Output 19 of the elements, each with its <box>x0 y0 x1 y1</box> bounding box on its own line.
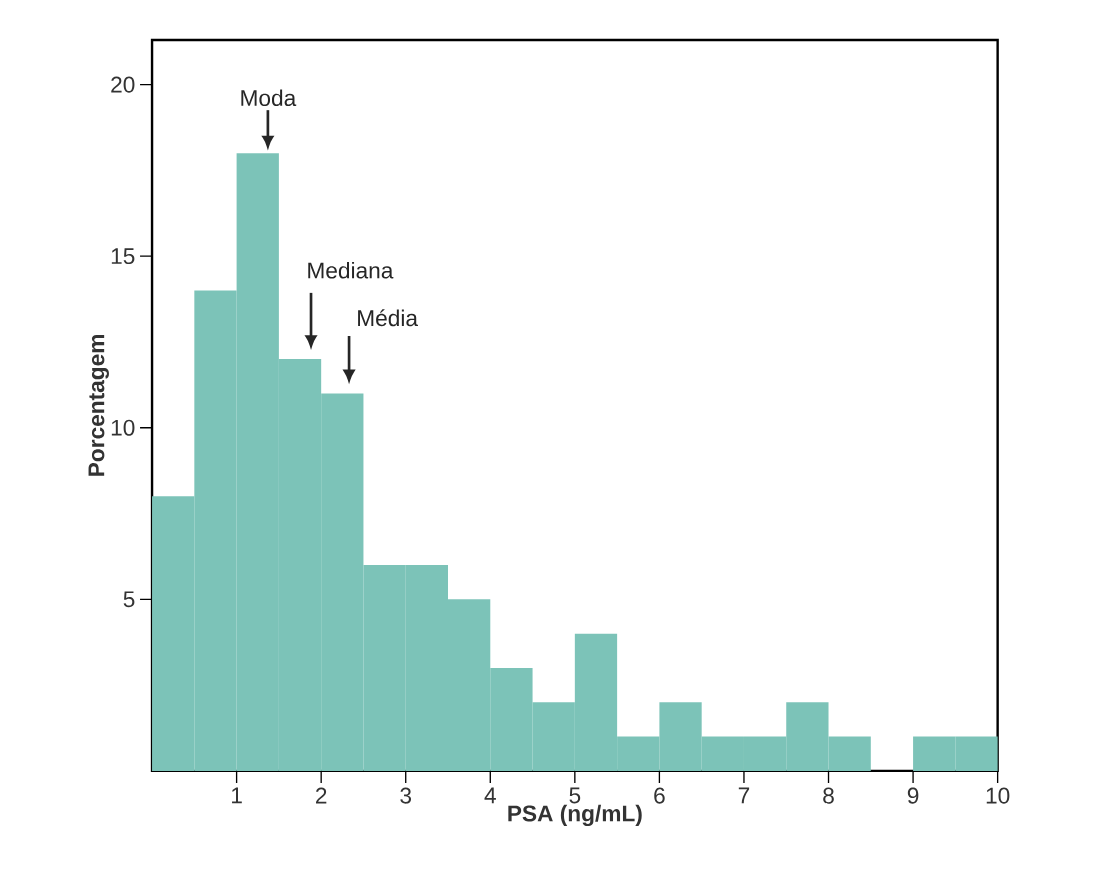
x-tick-label: 7 <box>738 787 750 804</box>
x-tick-label: 2 <box>316 787 327 804</box>
y-tick-label: 20 <box>111 76 135 93</box>
x-tick-label: 6 <box>654 787 665 804</box>
x-tick-label: 8 <box>823 787 834 804</box>
x-tick-label: 4 <box>484 787 496 804</box>
x-tick-label: 9 <box>907 787 919 804</box>
y-tick-label: 15 <box>111 248 135 265</box>
annotation: Média <box>358 309 418 327</box>
x-tick-label: 1 <box>232 787 242 804</box>
annotation: Moda <box>241 89 297 107</box>
x-tick-label: 5 <box>569 787 581 804</box>
y-axis-title: Porcentagem <box>88 335 109 476</box>
y-tick-label: 10 <box>111 419 135 436</box>
x-tick-label: 3 <box>400 787 412 804</box>
annotation: Mediana <box>308 262 394 279</box>
x-axis-title: PSA (ng/mL) <box>508 805 642 827</box>
y-tick-label: 5 <box>123 591 135 608</box>
x-tick-label: 10 <box>986 787 1010 804</box>
